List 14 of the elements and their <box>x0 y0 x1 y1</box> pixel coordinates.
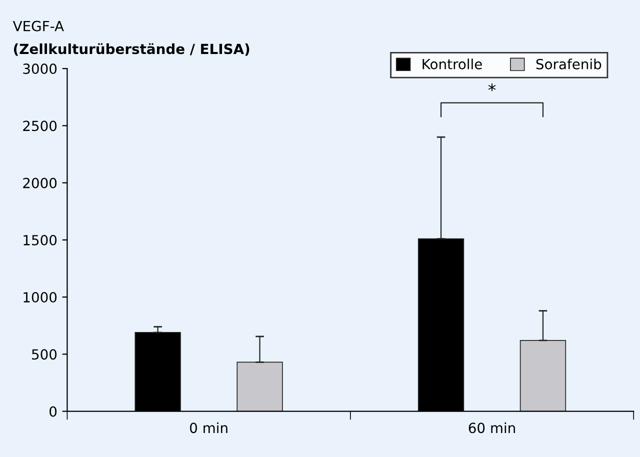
y-tick-label: 1000 <box>24 292 57 303</box>
x-tick-label: 60 min <box>468 422 515 434</box>
y-tick-label: 0 <box>50 406 57 417</box>
y-tick-label: 2000 <box>23 178 57 188</box>
y-tick-label: 1500 <box>24 234 57 246</box>
chart-title: VEGF-A <box>12 20 64 32</box>
legend-label: Kontrolle <box>422 58 482 70</box>
legend-label: Sorafenib <box>536 58 602 70</box>
y-tick-label: 3000 <box>23 64 57 74</box>
annotation: * <box>488 84 496 92</box>
y-tick-label: 2500 <box>23 120 57 132</box>
x-tick-label: 0 min <box>190 422 228 434</box>
y-tick-label: 500 <box>32 349 57 360</box>
chart-subtitle: (Zellkulturüberstände / ELISA) <box>14 43 250 56</box>
